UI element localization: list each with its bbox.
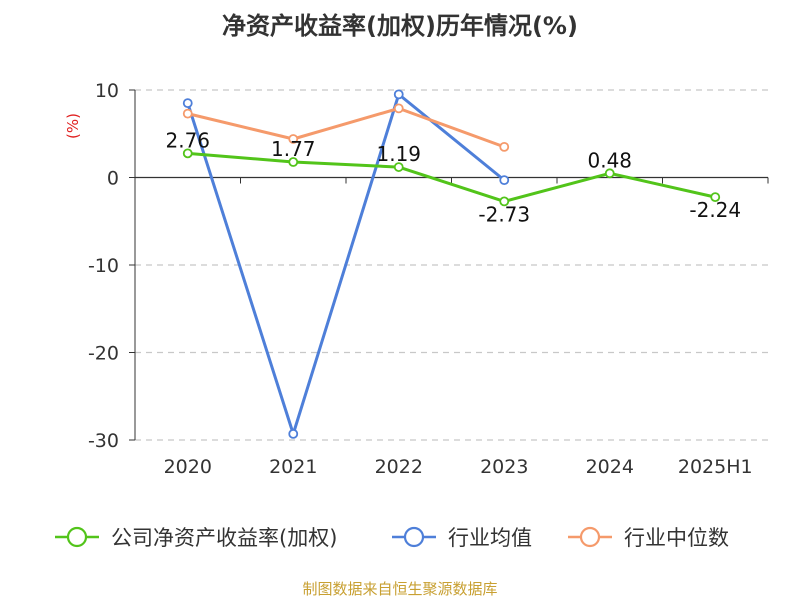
data-point [182, 98, 193, 109]
y-tick-label: -20 [88, 343, 119, 365]
legend-label: 行业均值 [448, 526, 532, 550]
x-tick-label: 2021 [269, 456, 317, 478]
data-point [182, 148, 193, 159]
data-point [288, 157, 299, 167]
y-tick-label: 10 [95, 80, 119, 102]
data-point [393, 162, 404, 172]
source-footer: 制图数据来自恒生聚源数据库 [302, 580, 498, 598]
data-point [393, 89, 404, 100]
data-point [710, 192, 721, 203]
x-tick-label: 2024 [586, 456, 634, 478]
data-point [182, 108, 193, 119]
y-tick-label: -30 [88, 430, 119, 452]
data-label: 1.77 [271, 137, 316, 161]
series-line [187, 151, 716, 203]
legend-marker [579, 526, 601, 548]
data-label: -2.24 [689, 198, 741, 222]
x-tick-label: 2020 [164, 456, 212, 478]
data-point [393, 103, 404, 114]
legend-label: 公司净资产收益率(加权) [111, 526, 337, 550]
data-label: 1.19 [376, 142, 421, 166]
data-label: 2.76 [165, 128, 210, 152]
data-label: 0.48 [587, 148, 632, 172]
legend-label: 行业中位数 [624, 526, 729, 550]
series-line [187, 106, 505, 149]
x-tick-label: 2023 [480, 456, 528, 478]
y-tick-label: -10 [88, 255, 119, 277]
data-point [604, 168, 615, 179]
data-point [499, 196, 510, 207]
series-line [186, 92, 506, 436]
x-tick-label: 2022 [375, 456, 423, 478]
x-tick-label: 2025H1 [678, 456, 753, 478]
y-tick-label: 0 [107, 168, 119, 190]
data-point [499, 175, 510, 186]
data-label: -2.73 [478, 202, 530, 226]
data-point [499, 141, 510, 152]
legend-marker [403, 526, 425, 548]
data-point [288, 134, 299, 144]
legend-marker [66, 526, 88, 548]
chart-title: 净资产收益率(加权)历年情况(%) [222, 12, 578, 40]
data-point [288, 428, 299, 439]
y-axis-unit-label: (%) [64, 113, 82, 139]
